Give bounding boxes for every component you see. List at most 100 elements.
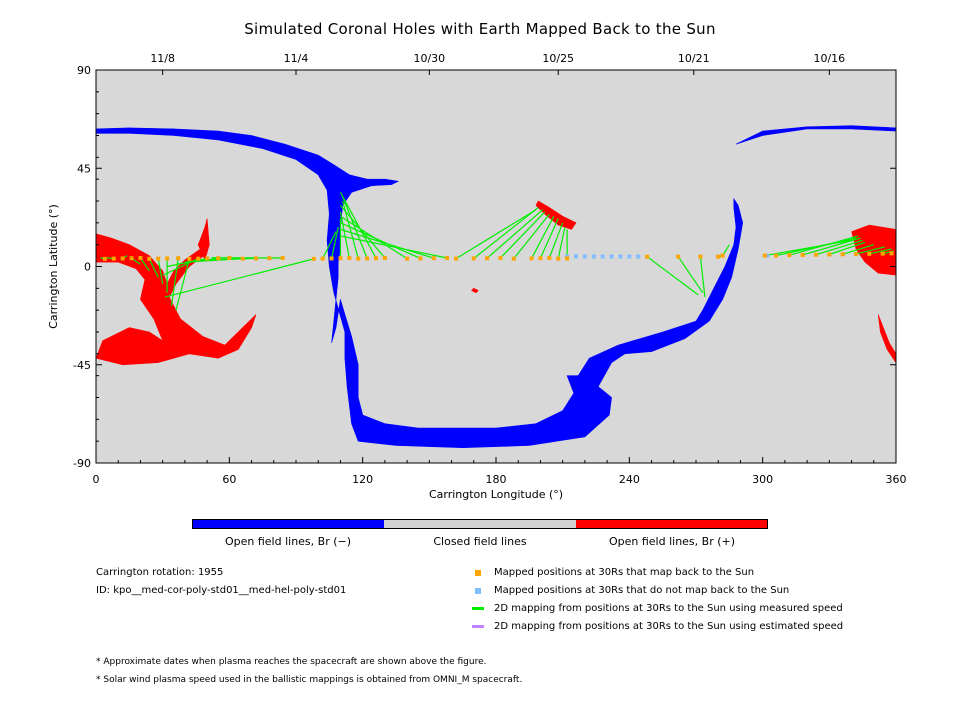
measured-mapping-line	[330, 227, 339, 259]
measured-mapping-line	[513, 213, 550, 260]
mapped-position-marker	[889, 251, 894, 256]
mapped-position-marker	[138, 255, 143, 260]
unmapped-position-marker	[765, 253, 770, 258]
mapped-position-marker	[280, 255, 285, 260]
mapped-points-group	[102, 251, 894, 261]
mapped-marker-swatch	[475, 569, 481, 576]
measured-mapping-line	[829, 241, 866, 256]
estimated-line-swatch	[472, 625, 484, 628]
measured-mapping-line	[699, 256, 706, 298]
measured-mapping-line	[802, 237, 861, 256]
mapped-position-marker	[698, 254, 703, 259]
legend-measured: 2D mapping from positions at 30Rs to the…	[472, 603, 843, 614]
mapped-position-marker	[814, 252, 818, 257]
measured-mapping-line	[473, 207, 539, 259]
colorbar-label-positive: Open field lines, Br (+)	[608, 535, 736, 548]
x-tick-label: 240	[619, 473, 640, 486]
mapped-position-marker	[120, 256, 125, 261]
mapping-lines-group	[100, 191, 894, 311]
unmapped-position-marker	[600, 254, 605, 259]
mapped-position-marker	[382, 255, 387, 260]
mapped-position-marker	[374, 256, 378, 261]
mapped-position-marker	[762, 253, 767, 258]
mapped-position-marker	[311, 256, 316, 261]
mapped-position-marker	[511, 256, 516, 261]
date-tick-label: 11/4	[284, 52, 309, 65]
measured-mapping-line	[170, 258, 179, 306]
mapped-position-marker	[338, 256, 343, 261]
measured-mapping-line	[531, 216, 555, 259]
x-tick-label: 180	[486, 473, 507, 486]
unmapped-position-marker	[618, 254, 623, 259]
mapped-position-marker	[102, 256, 107, 261]
unmapped-position-marker	[582, 254, 587, 259]
mapped-position-marker	[538, 256, 543, 261]
measured-mapping-line	[340, 222, 421, 259]
x-tick-label: 300	[752, 473, 773, 486]
x-axis-label: Carrington Longitude (°)	[429, 488, 563, 501]
mapped-position-marker	[774, 253, 778, 258]
mapped-position-marker	[485, 256, 490, 261]
mapped-position-marker	[418, 256, 423, 261]
measured-mapping-line	[322, 231, 337, 259]
measured-mapping-line	[557, 227, 566, 259]
coronal-hole-positive-4	[535, 200, 577, 230]
mapped-position-marker	[254, 256, 258, 261]
mapped-position-marker	[431, 256, 436, 261]
mapped-position-marker	[840, 252, 845, 257]
y-axis-label: Carrington Latitude (°)	[47, 204, 60, 329]
measured-mapping-line	[869, 248, 892, 255]
mapped-position-marker	[227, 255, 232, 260]
date-tick-label: 10/21	[678, 52, 710, 65]
mapped-position-marker	[880, 251, 885, 256]
measured-mapping-line	[548, 222, 564, 259]
measured-mapping-line	[775, 237, 857, 257]
footnote-dates: * Approximate dates when plasma reaches …	[96, 657, 487, 667]
measured-mapping-line	[486, 209, 544, 259]
mapped-position-marker	[471, 256, 476, 261]
measured-mapping-line	[148, 258, 159, 278]
y-tick-label: 90	[77, 64, 91, 77]
measured-mapping-line	[646, 256, 699, 296]
mapped-position-marker	[111, 256, 116, 261]
unmapped-position-marker	[609, 254, 614, 259]
unmapped-position-marker	[591, 254, 596, 259]
colorbar-positive-segment	[575, 520, 767, 528]
mapped-position-marker	[187, 256, 192, 261]
mapped-position-marker	[498, 255, 503, 260]
carrington-rotation: Carrington rotation: 1955	[96, 567, 224, 578]
mapped-position-marker	[720, 253, 725, 258]
model-id: ID: kpo__med-cor-poly-std01__med-hel-pol…	[96, 585, 347, 596]
y-tick-label: 0	[84, 261, 91, 274]
mapped-position-marker	[556, 256, 561, 261]
coronal-hole-positive-3	[197, 218, 210, 261]
x-tick-label: 360	[886, 473, 907, 486]
measured-mapping-line	[164, 258, 314, 298]
polarity-colorbar	[192, 519, 768, 529]
unmapped-position-marker	[627, 254, 632, 259]
mapped-position-marker	[320, 256, 325, 261]
colorbar-label-closed: Closed field lines	[433, 535, 527, 548]
y-tick-label: -45	[73, 359, 91, 372]
date-tick-label: 10/16	[813, 52, 845, 65]
mapped-position-marker	[676, 254, 681, 259]
measured-mapping-line	[500, 211, 546, 259]
mapped-position-marker	[827, 252, 832, 257]
colorbar-closed-segment	[384, 520, 576, 528]
mapped-position-marker	[267, 256, 272, 261]
measured-mapping-line	[677, 256, 704, 294]
mapped-position-marker	[645, 254, 650, 259]
colorbar-label-negative: Open field lines, Br (−)	[224, 535, 352, 548]
date-tick-label: 10/25	[542, 52, 574, 65]
legend-measured-label: 2D mapping from positions at 30Rs to the…	[494, 603, 843, 614]
mapped-position-marker	[787, 253, 792, 258]
mapped-position-marker	[147, 256, 152, 261]
legend-mapped-label: Mapped positions at 30Rs that map back t…	[494, 567, 755, 578]
coronal-holes-group	[95, 125, 897, 449]
coronal-hole-negative-0	[95, 127, 744, 449]
mapped-position-marker	[867, 251, 872, 256]
footnote-speed: * Solar wind plasma speed used in the ba…	[96, 675, 523, 685]
mapped-position-marker	[196, 256, 201, 261]
mapped-position-marker	[165, 256, 170, 261]
legend-estimated-label: 2D mapping from positions at 30Rs to the…	[494, 621, 844, 632]
